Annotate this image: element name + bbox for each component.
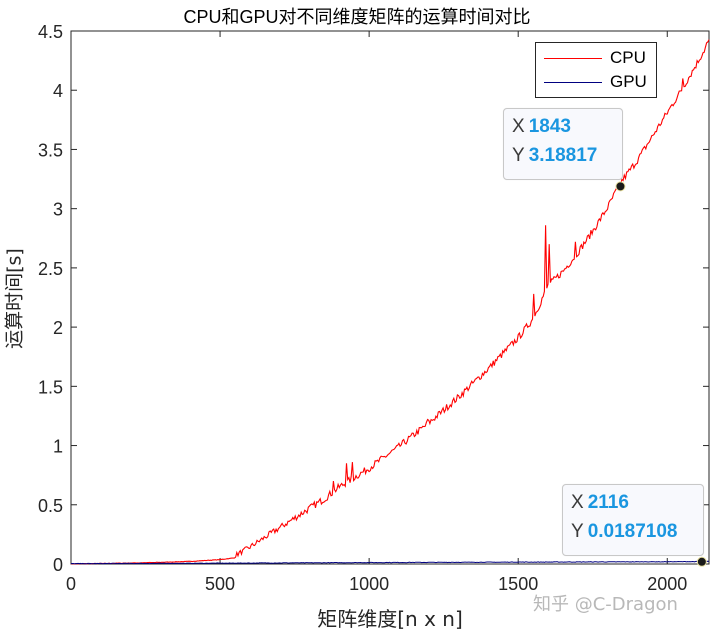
plot-area (70, 30, 710, 565)
series-line-cpu (70, 39, 710, 565)
y-tick-label: 4.5 (38, 22, 63, 42)
datatip-x-key: X (571, 492, 584, 513)
datatip-marker[interactable] (615, 181, 626, 192)
legend-line-cpu (544, 57, 602, 59)
y-tick-label: 2 (53, 318, 63, 338)
datatip-y-key: Y (571, 521, 584, 542)
series-layer (70, 39, 710, 565)
watermark: 知乎 @C-Dragon (533, 594, 678, 615)
x-tick-label: 500 (205, 574, 235, 594)
x-tick-label: 0 (66, 574, 76, 594)
legend-item-gpu[interactable]: GPU (544, 72, 647, 92)
y-tick-label: 0.5 (38, 496, 63, 516)
y-tick-label: 1 (53, 437, 63, 457)
y-axis-label: 运算时间[s] (3, 248, 26, 349)
datatip-y-value: 3.18817 (528, 145, 598, 166)
x-tick-label: 2000 (647, 574, 687, 594)
datatip-x-key: X (512, 116, 525, 137)
datatip-markers (615, 181, 707, 567)
y-tick-label: 1.5 (38, 377, 63, 397)
datatip-gpu[interactable]: X 2116 Y 0.0187108 (562, 484, 704, 556)
datatip-x-value: 1843 (528, 116, 571, 137)
y-tick-label: 3.5 (38, 140, 63, 160)
legend-label-gpu: GPU (610, 72, 647, 91)
legend[interactable]: CPU GPU (535, 42, 657, 98)
axes-box (70, 30, 710, 565)
y-tick-label: 2.5 (38, 259, 63, 279)
y-tick-label: 3 (53, 200, 63, 220)
legend-item-cpu[interactable]: CPU (544, 48, 646, 68)
axis-ticks: 0 500 1000 1500 2000 0 0.5 1 1.5 2 2.5 3 3.5 4 4.5 (38, 22, 709, 594)
datatip-cpu[interactable]: X 1843 Y 3.18817 (503, 108, 623, 180)
datatip-y-key: Y (512, 145, 525, 166)
y-tick-label: 0 (53, 555, 63, 575)
y-tick-label: 4 (53, 81, 63, 101)
legend-line-gpu (544, 81, 602, 83)
chart-title: CPU和GPU对不同维度矩阵的运算时间对比 (183, 7, 531, 27)
x-tick-label: 1500 (498, 574, 538, 594)
legend-label-cpu: CPU (610, 48, 646, 67)
x-tick-label: 1000 (349, 574, 389, 594)
series-line-gpu (70, 560, 710, 565)
datatip-x-value: 2116 (587, 492, 629, 513)
datatip-marker[interactable] (696, 556, 707, 567)
x-axis-label: 矩阵维度[n x n] (317, 607, 463, 631)
datatip-y-value: 0.0187108 (587, 521, 678, 542)
